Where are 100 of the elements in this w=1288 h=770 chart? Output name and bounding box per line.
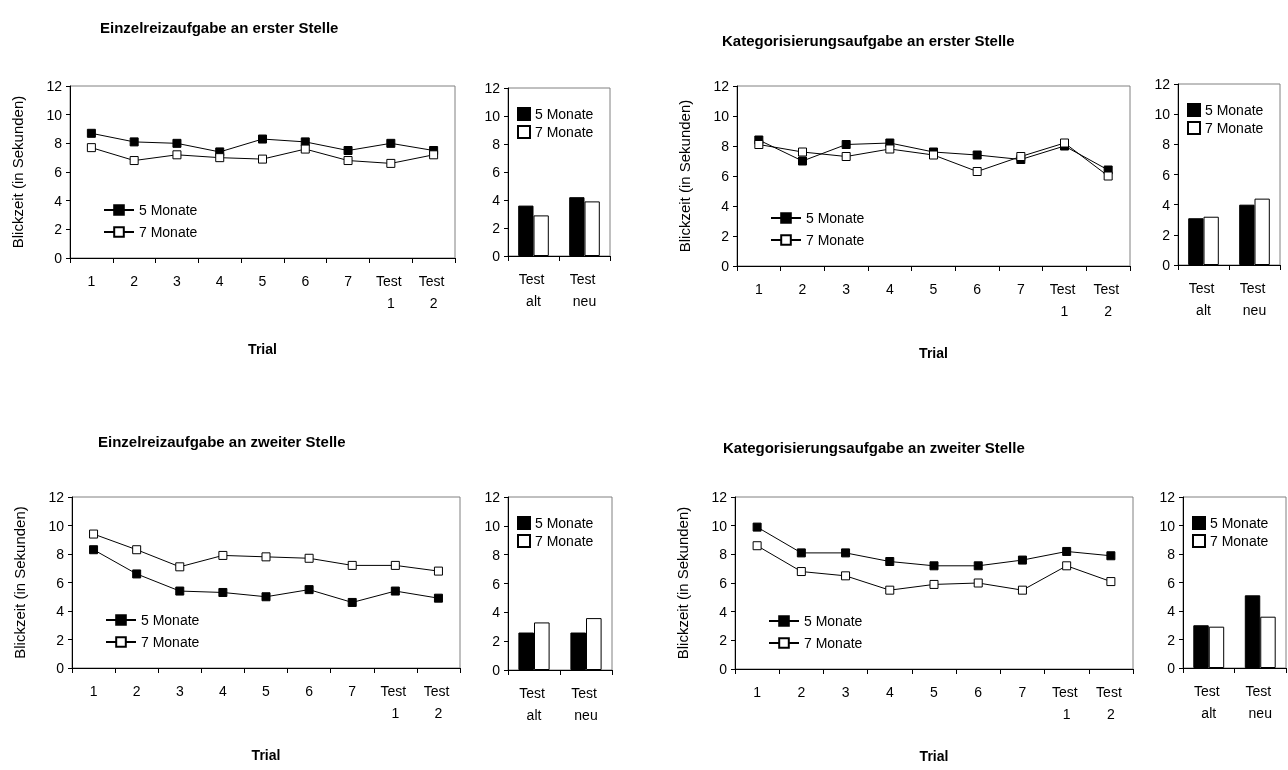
x-tick-label: Test alt (518, 271, 549, 309)
y-tick-label: 0 (721, 258, 730, 274)
x-tick-label: 4 (215, 273, 224, 289)
legend-label: 7 Monate (139, 224, 198, 240)
x-tick-label: Test alt (519, 685, 549, 723)
y-tick-label: 10 (711, 517, 728, 534)
y-tick-label: 0 (492, 662, 501, 678)
y-axis-title: Blickzeit (in Sekunden) (674, 506, 691, 660)
x-tick-label: Test neu (1239, 280, 1270, 318)
x-tick-label: 3 (173, 273, 182, 289)
x-tick-label: 6 (974, 684, 983, 700)
x-tick-label: Test 2 (1093, 281, 1123, 319)
x-tick-label: 3 (175, 683, 184, 699)
x-tick-label: 5 (929, 281, 938, 297)
x-tick-label: 2 (130, 273, 139, 289)
x-tick-label: 4 (885, 684, 894, 700)
y-tick-label: 6 (492, 575, 501, 592)
y-tick-label: 4 (492, 192, 501, 208)
x-tick-label: 7 (1018, 684, 1027, 700)
legend-label: 5 Monate (1210, 515, 1269, 531)
y-tick-label: 8 (492, 546, 501, 563)
legend-label: 5 Monate (1205, 102, 1264, 118)
y-tick-label: 6 (719, 575, 728, 591)
y-tick-label: 12 (1159, 489, 1176, 505)
x-tick-label: 2 (797, 684, 806, 700)
y-tick-label: 8 (492, 136, 501, 152)
y-tick-label: 12 (48, 489, 65, 505)
x-tick-label: Test alt (1193, 683, 1224, 721)
y-tick-label: 0 (54, 250, 63, 266)
y-tick-label: 4 (1167, 603, 1176, 619)
y-tick-label: 2 (1167, 631, 1176, 648)
y-tick-label: 12 (46, 78, 63, 94)
x-tick-label: Test alt (1188, 280, 1219, 318)
y-tick-label: 0 (1162, 257, 1171, 273)
y-tick-label: 4 (492, 604, 501, 621)
x-tick-label: 6 (301, 273, 310, 289)
legend-label: 7 Monate (535, 533, 594, 549)
chart-title: Kategorisierungsaufgabe an zweiter Stelle (723, 439, 1025, 456)
y-tick-label: 6 (56, 574, 65, 591)
x-axis-title: Trial (919, 748, 949, 764)
x-tick-label: 2 (132, 683, 141, 699)
y-tick-label: 8 (1167, 546, 1176, 562)
y-tick-label: 2 (1162, 226, 1171, 243)
x-tick-label: 5 (262, 683, 271, 699)
y-tick-label: 12 (1154, 76, 1171, 92)
y-tick-label: 2 (54, 221, 63, 238)
y-tick-label: 2 (721, 228, 730, 244)
chart-title: Kategorisierungsaufgabe an erster Stelle (722, 32, 1015, 49)
x-tick-label: 5 (258, 273, 267, 289)
y-tick-label: 6 (1167, 574, 1176, 591)
x-tick-label: 5 (930, 684, 939, 700)
y-tick-label: 10 (484, 108, 501, 124)
y-tick-label: 8 (1162, 136, 1171, 153)
y-tick-label: 2 (719, 632, 728, 649)
legend-label: 7 Monate (806, 232, 865, 248)
y-tick-label: 0 (1167, 660, 1176, 676)
x-tick-label: Test 1 (1049, 281, 1080, 319)
chart-title: Einzelreizaufgabe an erster Stelle (100, 19, 339, 36)
x-tick-label: 3 (841, 684, 850, 700)
x-tick-label: 1 (753, 684, 762, 700)
y-axis-title: Blickzeit (in Sekunden) (11, 506, 28, 659)
legend-label: 5 Monate (804, 613, 863, 629)
y-axis-title: Blickzeit (in Sekunden) (9, 95, 26, 249)
x-tick-label: Test neu (1245, 683, 1276, 721)
x-tick-label: 7 (348, 683, 357, 699)
x-tick-label: 6 (305, 683, 314, 699)
y-tick-label: 2 (56, 631, 65, 648)
x-tick-label: 4 (885, 281, 894, 297)
y-tick-label: 6 (1162, 166, 1171, 183)
y-tick-label: 2 (492, 220, 501, 236)
y-tick-label: 12 (711, 489, 728, 505)
legend-label: 7 Monate (1210, 533, 1269, 549)
y-tick-label: 4 (1162, 196, 1171, 213)
legend-label: 5 Monate (141, 612, 200, 628)
x-tick-label: 4 (218, 683, 227, 699)
x-axis-title: Trial (251, 747, 281, 763)
y-tick-label: 6 (721, 168, 730, 184)
y-tick-label: 8 (54, 135, 63, 152)
x-axis-title: Trial (919, 345, 948, 361)
y-tick-label: 4 (719, 603, 728, 620)
y-tick-label: 10 (48, 517, 65, 534)
y-tick-label: 10 (713, 108, 730, 124)
y-tick-label: 12 (484, 489, 501, 505)
x-tick-label: 3 (842, 281, 851, 297)
y-tick-label: 4 (721, 198, 730, 214)
legend-label: 7 Monate (141, 634, 200, 650)
y-tick-label: 8 (721, 138, 730, 154)
x-tick-label: Test 1 (380, 683, 411, 721)
legend-label: 5 Monate (806, 210, 865, 226)
x-tick-label: 7 (1016, 281, 1025, 297)
y-tick-label: 8 (56, 546, 65, 562)
x-tick-label: Test 1 (1051, 684, 1082, 722)
legend-label: 7 Monate (1205, 120, 1264, 136)
x-tick-label: Test 2 (1096, 684, 1126, 722)
y-tick-label: 4 (54, 192, 63, 209)
y-tick-label: 10 (1159, 517, 1176, 534)
y-tick-label: 0 (56, 660, 65, 676)
x-tick-label: 2 (798, 281, 807, 297)
y-tick-label: 0 (719, 661, 728, 677)
chart-title: Einzelreizaufgabe an zweiter Stelle (98, 433, 346, 450)
